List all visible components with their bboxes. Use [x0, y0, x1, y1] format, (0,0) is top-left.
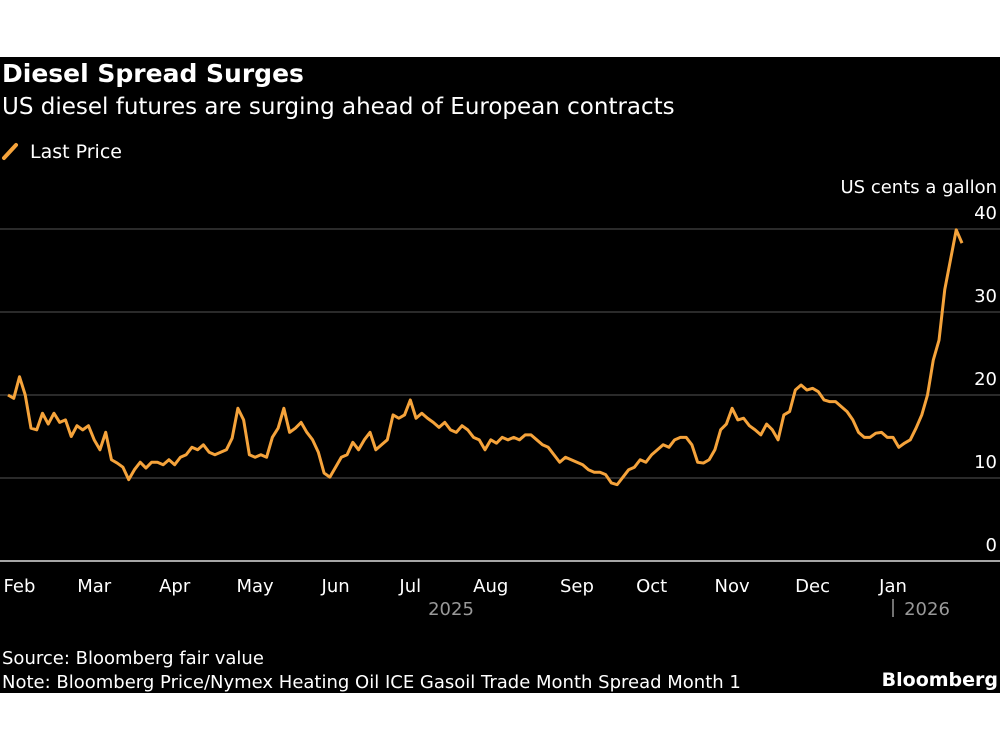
x-tick-label: Mar: [77, 576, 112, 597]
legend-swatch: [2, 143, 18, 160]
x-group-label: 2026: [904, 599, 950, 620]
x-tick-label: Aug: [473, 576, 508, 597]
note: Note: Bloomberg Price/Nymex Heating Oil …: [2, 672, 741, 693]
line-series: [7, 228, 964, 487]
y-tick-label: 0: [986, 535, 997, 556]
x-tick-label: Nov: [715, 576, 750, 597]
y-axis-label: US cents a gallon: [841, 177, 998, 198]
chart-title: Diesel Spread Surges: [2, 59, 304, 88]
x-tick-label: Apr: [159, 576, 191, 597]
x-group-label: 2025: [428, 599, 474, 620]
x-tick-label: Oct: [636, 576, 667, 597]
y-tick-label: 20: [974, 369, 997, 390]
brand: Bloomberg: [882, 669, 998, 691]
y-tick-label: 30: [974, 286, 997, 307]
source: Source: Bloomberg fair value: [2, 648, 264, 669]
x-tick-label: Jun: [321, 576, 350, 597]
x-tick-label: Jan: [878, 576, 907, 597]
x-tick-label: Dec: [795, 576, 830, 597]
x-tick-label: Sep: [560, 576, 594, 597]
chart-subtitle: US diesel futures are surging ahead of E…: [2, 94, 675, 120]
x-tick-label: May: [237, 576, 275, 597]
x-tick-label: Feb: [4, 576, 36, 597]
y-tick-label: 40: [974, 203, 997, 224]
legend-label: Last Price: [30, 141, 122, 163]
y-tick-label: 10: [974, 452, 997, 473]
chart-background: [0, 57, 1000, 693]
x-tick-label: Jul: [398, 576, 421, 597]
